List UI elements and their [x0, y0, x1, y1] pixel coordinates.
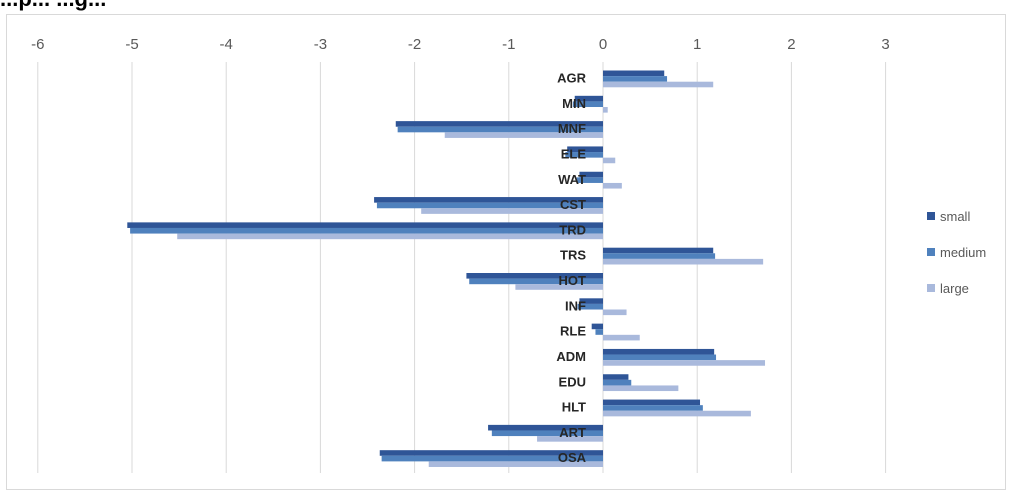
legend-swatch-large: [927, 284, 935, 292]
bar-ELE-small: [567, 146, 603, 153]
bar-WAT-small: [579, 171, 603, 178]
category-label: WAT: [558, 172, 586, 187]
bar-CST-small: [374, 197, 603, 203]
bar-WAT-medium: [576, 177, 603, 183]
x-tick-label: -1: [502, 36, 515, 53]
category-label: HOT: [559, 273, 587, 288]
x-tick-label: -5: [125, 36, 138, 53]
bar-ADM-large: [603, 360, 766, 366]
category-label: AGR: [557, 71, 587, 86]
legend-swatch-medium: [927, 248, 935, 256]
bar-ADM-medium: [603, 354, 717, 361]
category-label: TRS: [560, 248, 586, 263]
bar-EDU-small: [603, 374, 629, 380]
bar-MNF-small: [395, 121, 603, 127]
bar-AGR-medium: [603, 76, 668, 82]
bar-OSA-medium: [381, 455, 603, 462]
legend-label: small: [940, 209, 970, 224]
x-tick-label: 1: [693, 36, 701, 53]
bar-ELE-medium: [565, 152, 603, 158]
bar-TRS-large: [603, 258, 764, 265]
category-label: ADM: [556, 349, 586, 364]
bar-TRD-large: [177, 233, 603, 240]
bar-HLT-large: [603, 410, 751, 417]
x-tick-label: -3: [314, 36, 327, 53]
bar-HLT-small: [603, 399, 701, 406]
bar-TRD-small: [127, 222, 603, 228]
bar-HLT-medium: [603, 405, 703, 411]
bar-ART-medium: [491, 430, 603, 437]
bar-HOT-medium: [469, 278, 603, 285]
bar-EDU-large: [603, 385, 679, 392]
bar-MIN-small: [574, 95, 603, 102]
bar-ELE-large: [603, 157, 616, 164]
legend-swatch-small: [927, 212, 935, 220]
bar-MIN-large: [603, 107, 608, 113]
category-label: MNF: [558, 121, 586, 136]
x-tick-label: -2: [408, 36, 421, 53]
category-label: TRD: [559, 222, 586, 237]
bar-MNF-large: [444, 132, 603, 138]
bar-EDU-medium: [603, 379, 632, 386]
bar-AGR-large: [603, 81, 714, 88]
chart-frame: [6, 14, 1006, 490]
x-tick-label: 0: [599, 36, 607, 53]
category-label: RLE: [560, 324, 586, 339]
legend-label: medium: [940, 245, 986, 260]
bar-CST-large: [421, 208, 603, 214]
x-tick-label: -6: [31, 36, 44, 53]
bar-ART-small: [488, 424, 603, 431]
bar-RLE-small: [591, 323, 603, 330]
bar-WAT-large: [603, 182, 622, 189]
bar-MNF-medium: [397, 126, 603, 133]
category-label: EDU: [559, 374, 586, 389]
category-label: CST: [560, 197, 586, 212]
category-label: MIN: [562, 96, 586, 111]
bar-OSA-large: [428, 461, 603, 467]
bar-HOT-large: [515, 284, 603, 290]
legend-label: large: [940, 281, 969, 296]
x-tick-label: -4: [220, 36, 233, 53]
bar-TRS-small: [603, 247, 714, 254]
bar-ADM-small: [603, 348, 715, 355]
bar-RLE-medium: [595, 329, 603, 335]
bar-TRD-medium: [130, 227, 603, 234]
category-label: INF: [565, 298, 586, 313]
bar-HOT-small: [466, 273, 603, 279]
bar-AGR-small: [603, 70, 665, 77]
category-label: OSA: [558, 450, 587, 465]
bar-MIN-medium: [572, 101, 603, 108]
bar-ART-large: [537, 436, 603, 442]
bar-INF-large: [603, 309, 627, 316]
bar-INF-small: [579, 298, 603, 304]
bar-OSA-small: [379, 450, 603, 456]
x-tick-label: 3: [881, 36, 889, 53]
category-label: HLT: [562, 400, 586, 415]
bar-TRS-medium: [603, 253, 716, 259]
x-tick-label: 2: [787, 36, 795, 53]
bar-CST-medium: [376, 202, 603, 209]
bar-INF-medium: [577, 303, 603, 310]
bar-RLE-large: [603, 334, 640, 341]
category-label: ELE: [561, 146, 587, 161]
chart-title-partial: ...p... ...g...: [0, 0, 106, 12]
category-label: ART: [559, 425, 586, 440]
